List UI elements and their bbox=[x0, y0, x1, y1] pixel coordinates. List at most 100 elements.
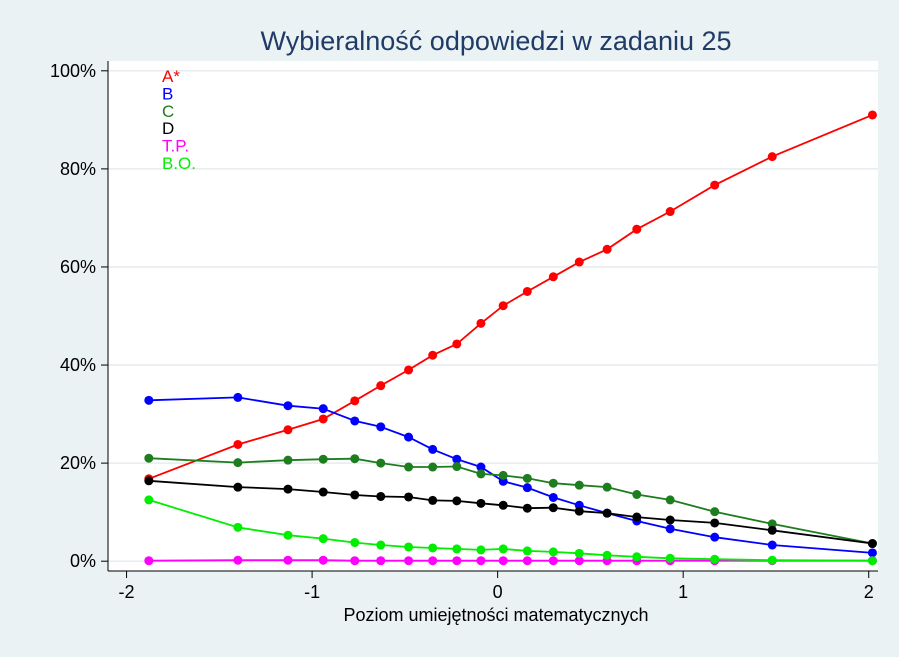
data-point bbox=[574, 480, 584, 490]
data-point bbox=[498, 470, 508, 480]
y-tick-label: 20% bbox=[60, 453, 96, 473]
series-5 bbox=[144, 495, 877, 566]
data-point bbox=[767, 525, 777, 535]
data-point bbox=[665, 524, 675, 534]
data-point bbox=[350, 454, 360, 464]
data-point bbox=[867, 539, 877, 549]
data-point bbox=[283, 484, 293, 494]
data-point bbox=[318, 414, 328, 424]
data-point bbox=[376, 491, 386, 501]
data-point bbox=[498, 556, 508, 566]
data-point bbox=[498, 301, 508, 311]
data-point bbox=[574, 506, 584, 516]
data-point bbox=[318, 487, 328, 497]
plot-area bbox=[108, 61, 878, 571]
series-line bbox=[148, 559, 873, 562]
data-point bbox=[476, 469, 486, 479]
legend-label: C bbox=[162, 102, 174, 121]
x-tick-label: 2 bbox=[864, 582, 874, 602]
data-point bbox=[233, 482, 243, 492]
data-point bbox=[144, 556, 154, 566]
data-point bbox=[233, 555, 243, 565]
x-tick-label: -1 bbox=[304, 582, 320, 602]
data-point bbox=[376, 540, 386, 550]
legend-label: D bbox=[162, 119, 174, 138]
data-point bbox=[144, 453, 154, 463]
data-point bbox=[602, 508, 612, 518]
chart-title: Wybieralność odpowiedzi w zadaniu 25 bbox=[260, 26, 731, 56]
data-point bbox=[233, 392, 243, 402]
data-point bbox=[548, 272, 558, 282]
data-point bbox=[144, 476, 154, 486]
data-point bbox=[350, 490, 360, 500]
data-point bbox=[476, 556, 486, 566]
x-axis-title: Poziom umiejętności matematycznych bbox=[343, 605, 648, 625]
series-3 bbox=[144, 476, 877, 549]
data-point bbox=[283, 555, 293, 565]
data-point bbox=[233, 458, 243, 468]
data-point bbox=[632, 512, 642, 522]
data-point bbox=[522, 286, 532, 296]
data-point bbox=[867, 548, 877, 558]
data-point bbox=[522, 556, 532, 566]
data-point bbox=[404, 432, 414, 442]
data-point bbox=[522, 546, 532, 556]
data-point bbox=[867, 556, 877, 566]
data-point bbox=[404, 542, 414, 552]
legend-label: T.P. bbox=[162, 137, 189, 156]
data-point bbox=[548, 478, 558, 488]
data-point bbox=[350, 416, 360, 426]
data-point bbox=[376, 458, 386, 468]
data-point bbox=[476, 498, 486, 508]
data-point bbox=[144, 495, 154, 505]
data-point bbox=[522, 503, 532, 513]
data-point bbox=[665, 515, 675, 525]
data-point bbox=[404, 365, 414, 375]
data-point bbox=[767, 540, 777, 550]
data-point bbox=[710, 518, 720, 528]
data-point bbox=[602, 550, 612, 560]
data-point bbox=[867, 110, 877, 120]
legend-label: B bbox=[162, 84, 173, 103]
data-point bbox=[476, 462, 486, 472]
data-point bbox=[548, 492, 558, 502]
data-point bbox=[710, 532, 720, 542]
data-point bbox=[574, 257, 584, 267]
data-point bbox=[428, 444, 438, 454]
data-point bbox=[548, 556, 558, 566]
data-point bbox=[632, 552, 642, 562]
axes: 0% 20% 40% 60% 80% 100% -2 -1 0 1 2 bbox=[50, 61, 878, 602]
data-point bbox=[428, 350, 438, 360]
data-point bbox=[665, 495, 675, 505]
data-point bbox=[283, 401, 293, 411]
y-tick-label: 80% bbox=[60, 159, 96, 179]
data-point bbox=[350, 556, 360, 566]
data-point bbox=[350, 538, 360, 548]
data-point bbox=[318, 534, 328, 544]
data-point bbox=[404, 462, 414, 472]
data-point bbox=[767, 519, 777, 529]
series-line bbox=[148, 499, 873, 562]
y-tick-label: 60% bbox=[60, 257, 96, 277]
data-point bbox=[522, 473, 532, 483]
data-point bbox=[522, 483, 532, 493]
data-point bbox=[548, 547, 558, 557]
data-point bbox=[574, 556, 584, 566]
data-point bbox=[452, 556, 462, 566]
data-point bbox=[283, 455, 293, 465]
data-point bbox=[476, 545, 486, 555]
data-point bbox=[376, 422, 386, 432]
data-point bbox=[574, 548, 584, 558]
x-tick-label: 0 bbox=[493, 582, 503, 602]
x-tick-label: 1 bbox=[678, 582, 688, 602]
series-0 bbox=[144, 110, 877, 484]
legend-label: A* bbox=[162, 67, 180, 86]
data-point bbox=[452, 462, 462, 472]
data-point bbox=[602, 482, 612, 492]
data-point bbox=[144, 395, 154, 405]
data-point bbox=[452, 544, 462, 554]
data-point bbox=[632, 490, 642, 499]
data-point bbox=[710, 180, 720, 190]
